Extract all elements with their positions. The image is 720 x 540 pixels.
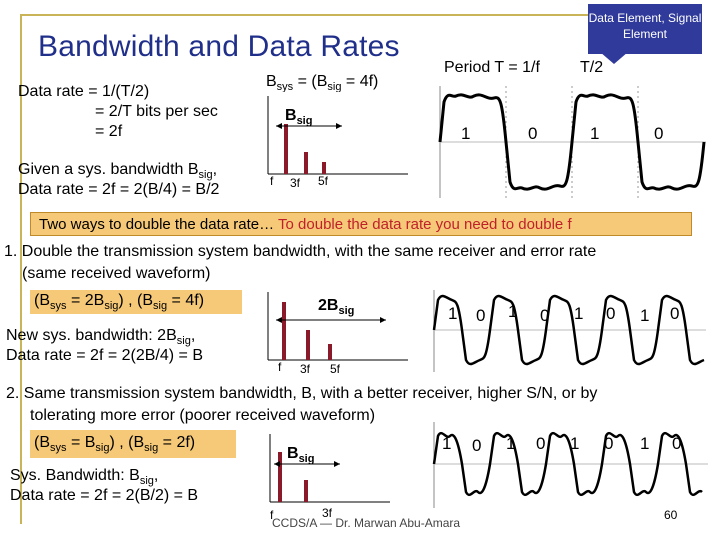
waveform-plot-3 <box>418 418 710 512</box>
bit-2-3: 1 <box>508 302 518 321</box>
sys-bandwidth-line: Sys. Bandwidth: Bsig, <box>10 467 159 488</box>
spectrum1-bsig-label: Bsig <box>285 107 313 128</box>
spectrum1-5f-label: 5f <box>318 174 329 188</box>
waveform-plot-2 <box>416 286 710 376</box>
slide-title: Bandwidth and Data Rates <box>38 30 400 63</box>
point1-equation-box: (Bsys = 2Bsig) , (Bsig = 4f) <box>30 290 242 314</box>
bit-1-4: 0 <box>654 124 664 143</box>
signal-element-callout: Data Element, Signal Element <box>588 4 702 54</box>
bit-2-2: 0 <box>476 306 486 325</box>
frame-top-rule <box>20 14 620 16</box>
new-sys-data-rate-line: Data rate = 2f = 2(2B/4) = B <box>6 347 203 364</box>
point1-line-1: 1. Double the transmission system bandwi… <box>4 243 597 260</box>
double-rate-banner: Two ways to double the data rate… To dou… <box>30 212 692 236</box>
waveform-plot-1 <box>416 82 710 204</box>
given-bandwidth-line: Given a sys. bandwidth Bsig, <box>18 161 218 182</box>
footer-text: CCDS/A — Dr. Marwan Abu-Amara <box>272 516 461 530</box>
bit-3-7: 1 <box>640 434 650 453</box>
spectrum2-f-label: f <box>278 360 282 374</box>
sys-data-rate-line: Data rate = 2f = 2(B/2) = B <box>10 487 199 504</box>
spectrum3-3f-label: 3f <box>322 506 333 520</box>
given-data-rate-line: Data rate = 2f = 2(B/4) = B/2 <box>18 181 220 198</box>
data-rate-line-2: = 2/T bits per sec <box>95 103 218 120</box>
point2-equation-box: (Bsys = Bsig) , (Bsig = 2f) <box>30 430 236 458</box>
bit-2-1: 1 <box>448 304 458 323</box>
spectrum-plot-3 <box>264 430 392 514</box>
bit-2-5: 1 <box>574 304 584 323</box>
spectrum2-2bsig-label: 2Bsig <box>318 297 355 318</box>
spectrum2-3f-label: 3f <box>300 362 311 376</box>
half-period-label: T/2 <box>580 59 604 76</box>
bit-1-2: 0 <box>528 124 538 143</box>
bit-3-8: 0 <box>672 434 682 453</box>
bit-1-3: 1 <box>590 124 600 143</box>
new-sys-bandwidth-line: New sys. bandwidth: 2Bsig, <box>6 327 196 348</box>
spectrum-plot-1 <box>262 92 410 188</box>
page-number: 60 <box>664 508 678 522</box>
bit-3-6: 0 <box>604 434 614 453</box>
bit-3-2: 0 <box>472 436 482 455</box>
data-rate-line-3: = 2f <box>95 123 123 140</box>
spectrum-plot-2 <box>262 290 410 372</box>
bit-2-6: 0 <box>606 304 616 323</box>
point1-line-2: (same received waveform) <box>22 265 211 282</box>
bit-2-7: 1 <box>640 306 650 325</box>
callout-tail <box>600 52 628 64</box>
bit-3-5: 1 <box>570 434 580 453</box>
spectrum3-bsig-label: Bsig <box>287 445 315 466</box>
bsys-equation: Bsys = (Bsig = 4f) <box>266 73 379 94</box>
point2-line-2: tolerating more error (poorer received w… <box>30 407 376 424</box>
bit-2-8: 0 <box>670 304 680 323</box>
data-rate-line-1: Data rate = 1/(T/2) <box>18 83 150 100</box>
spectrum1-f-label: f <box>270 174 274 188</box>
spectrum2-5f-label: 5f <box>330 362 341 376</box>
bit-3-1: 1 <box>442 434 452 453</box>
bit-3-3: 1 <box>506 434 516 453</box>
spectrum3-f-label: f <box>270 508 274 522</box>
bit-2-4: 0 <box>540 306 550 325</box>
spectrum1-3f-label: 3f <box>290 176 301 190</box>
period-label: Period T = 1/f <box>444 59 540 76</box>
bit-3-4: 0 <box>536 434 546 453</box>
bit-1-1: 1 <box>461 124 471 143</box>
point2-line-1: 2. Same transmission system bandwidth, B… <box>6 385 598 402</box>
frame-left-rule <box>20 14 22 524</box>
